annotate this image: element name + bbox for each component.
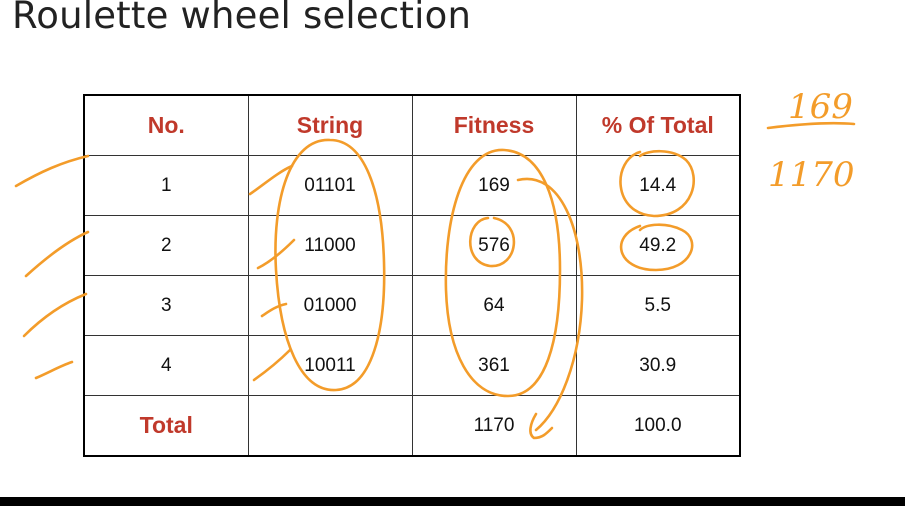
total-fitness: 1170 bbox=[411, 395, 577, 457]
cell-no: 4 bbox=[83, 335, 249, 396]
tick-mark bbox=[14, 154, 90, 188]
slide-title: Roulette wheel selection bbox=[12, 0, 472, 37]
cell-fitness: 169 bbox=[411, 155, 577, 216]
tick-mark bbox=[34, 360, 74, 380]
table-row: 4 10011 361 30.9 bbox=[83, 335, 741, 396]
header-fitness: Fitness bbox=[411, 94, 577, 156]
cell-no: 2 bbox=[83, 215, 249, 276]
tick-mark bbox=[22, 292, 88, 338]
cell-percent: 49.2 bbox=[575, 215, 741, 276]
cell-fitness: 64 bbox=[411, 275, 577, 336]
cell-percent: 30.9 bbox=[575, 335, 741, 396]
total-string-cell bbox=[247, 395, 413, 457]
cell-string: 01101 bbox=[247, 155, 413, 216]
cell-string: 10011 bbox=[247, 335, 413, 396]
table-header-row: No. String Fitness % Of Total bbox=[83, 94, 741, 156]
tick-mark bbox=[24, 230, 90, 278]
fraction-numerator: 169 bbox=[788, 87, 853, 127]
bottom-bar bbox=[0, 497, 905, 506]
header-string: String bbox=[247, 94, 413, 156]
total-percent: 100.0 bbox=[575, 395, 741, 457]
cell-fitness: 361 bbox=[411, 335, 577, 396]
header-no: No. bbox=[83, 94, 249, 156]
cell-string: 11000 bbox=[247, 215, 413, 276]
fraction-denominator: 1170 bbox=[768, 155, 855, 195]
table-row: 3 01000 64 5.5 bbox=[83, 275, 741, 336]
cell-no: 1 bbox=[83, 155, 249, 216]
fitness-table: No. String Fitness % Of Total 1 01101 16… bbox=[83, 94, 741, 457]
total-label: Total bbox=[83, 395, 249, 457]
cell-no: 3 bbox=[83, 275, 249, 336]
header-percent: % Of Total bbox=[575, 94, 741, 156]
table-row: 2 11000 576 49.2 bbox=[83, 215, 741, 276]
fraction-bar bbox=[766, 121, 856, 130]
table-total-row: Total 1170 100.0 bbox=[83, 395, 741, 457]
table-row: 1 01101 169 14.4 bbox=[83, 155, 741, 216]
cell-percent: 14.4 bbox=[575, 155, 741, 216]
cell-percent: 5.5 bbox=[575, 275, 741, 336]
cell-fitness: 576 bbox=[411, 215, 577, 276]
cell-string: 01000 bbox=[247, 275, 413, 336]
